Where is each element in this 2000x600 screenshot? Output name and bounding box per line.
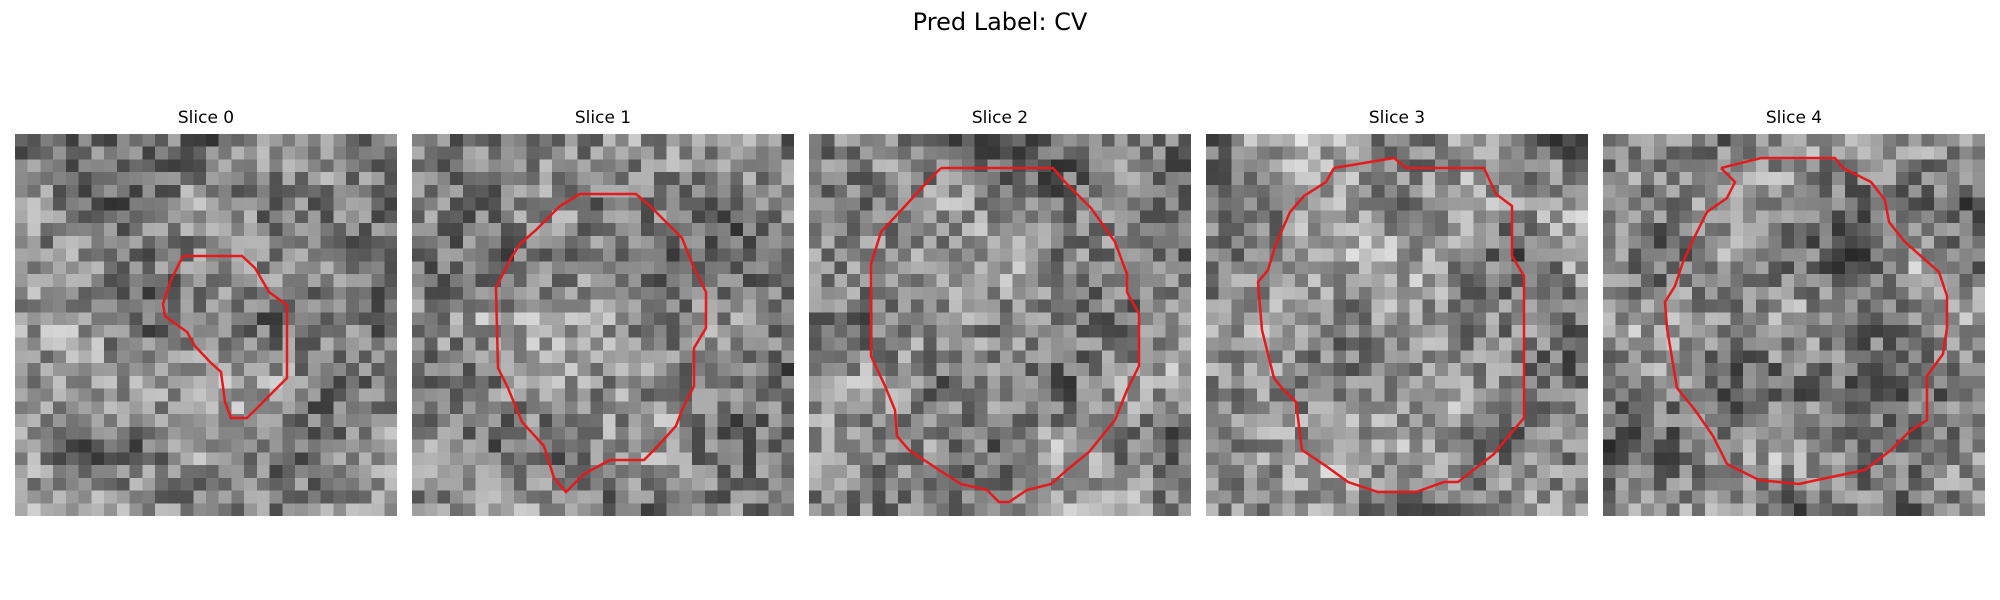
slice-3-contour xyxy=(1256,156,1526,494)
slice-4-title: Slice 4 xyxy=(1765,108,1823,128)
slice-4-panel xyxy=(1603,134,1985,516)
slice-0-image xyxy=(15,134,397,516)
slice-4-contour-layer xyxy=(1663,156,1949,486)
slice-2-contour xyxy=(869,166,1141,504)
slice-1-contour xyxy=(494,192,708,494)
slice-1-image xyxy=(412,134,794,516)
slice-1-contour-layer xyxy=(494,192,708,494)
slice-1-title: Slice 1 xyxy=(574,108,632,128)
slice-2-title: Slice 2 xyxy=(971,108,1029,128)
figure-title: Pred Label: CV xyxy=(912,8,1088,36)
slice-2-panel xyxy=(809,134,1191,516)
slice-3-contour-layer xyxy=(1256,156,1526,494)
slice-3-panel xyxy=(1206,134,1588,516)
slice-0-panel xyxy=(15,134,397,516)
slice-3-title: Slice 3 xyxy=(1368,108,1426,128)
slice-0-contour-layer xyxy=(161,254,289,420)
slice-4-contour xyxy=(1663,156,1949,486)
slice-0-title: Slice 0 xyxy=(177,108,235,128)
slice-2-contour-layer xyxy=(869,166,1141,504)
slice-2-image xyxy=(809,134,1191,516)
slice-1-panel xyxy=(412,134,794,516)
slice-0-contour xyxy=(161,254,289,420)
